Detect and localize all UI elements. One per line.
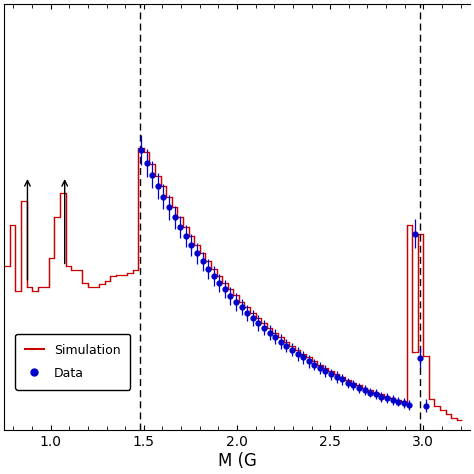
Legend: Simulation, Data: Simulation, Data (15, 334, 130, 390)
X-axis label: M (G: M (G (218, 452, 256, 470)
